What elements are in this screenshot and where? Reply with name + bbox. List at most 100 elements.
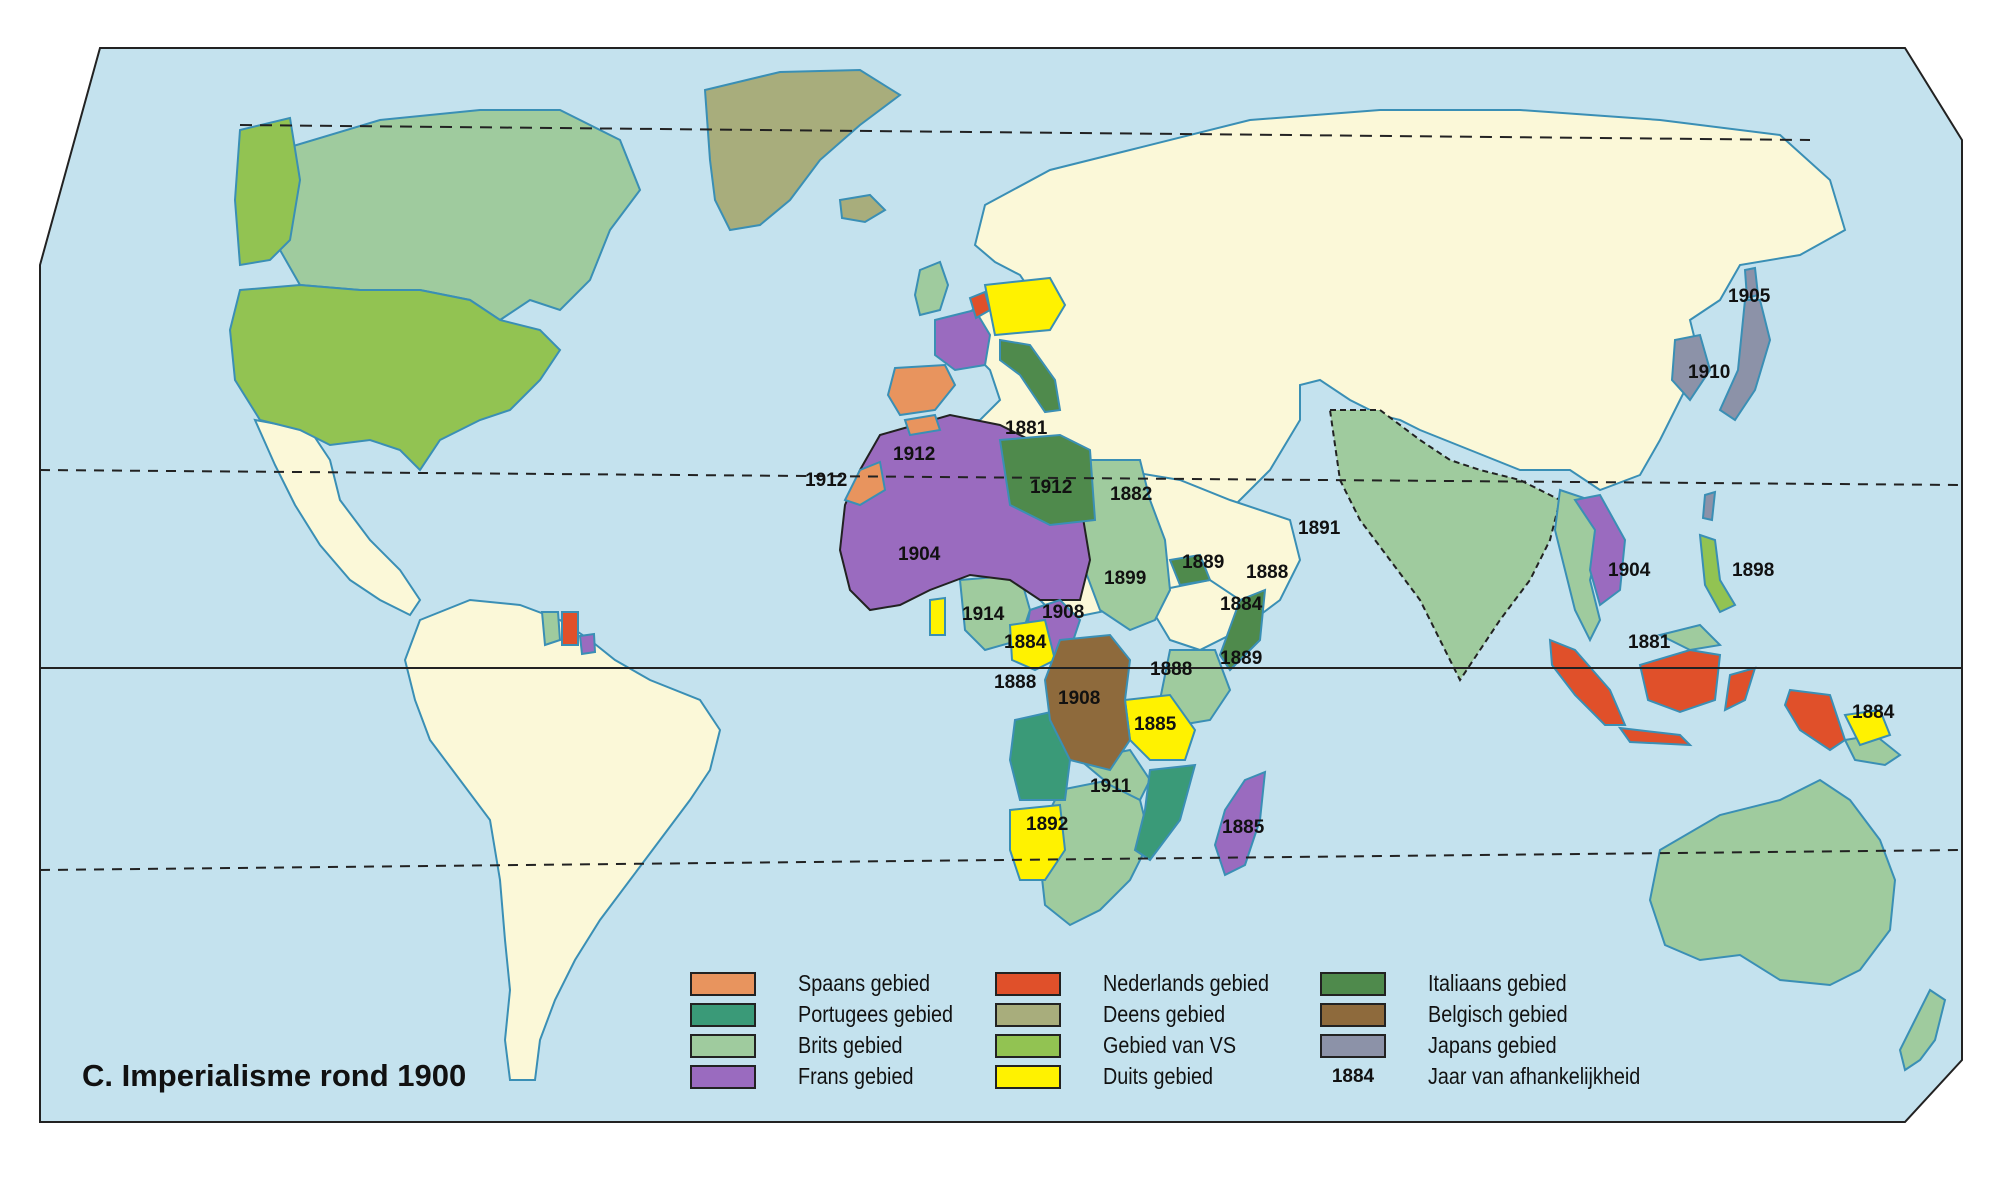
year-label: 1914 [962,604,1005,625]
borneo-dutch [1638,648,1722,714]
usa [228,283,562,472]
year-label: 1884 [1852,702,1895,723]
swatch-usa [995,1033,1061,1058]
germany [983,276,1067,337]
year-label: 1904 [898,544,941,565]
legend-item-spanish: Spaans gebied [690,968,1010,999]
legend-label: Nederlands gebied [1103,970,1270,996]
year-label: 1912 [805,470,847,491]
year-label: 1889 [1182,552,1224,573]
surinam [561,611,579,646]
map-title: C. Imperialisme rond 1900 [82,1058,467,1093]
legend-label: Italiaans gebied [1428,970,1567,996]
spanish-sahara [843,460,887,507]
year-label: 1881 [1005,418,1048,439]
year-label: 1910 [1688,362,1730,383]
mexico-land [253,418,422,617]
legend-label: Gebied van VS [1103,1032,1237,1058]
swatch-spanish [690,971,756,996]
year-label: 1892 [1026,814,1068,835]
legend-item-japanese: Japans gebied [1320,1030,1640,1061]
sakhalin-south [1743,266,1760,300]
legend-item-year: 1884 Jaar van afhankelijkheid [1320,1061,1640,1092]
legend-label: Portugees gebied [798,1001,954,1027]
new-guinea-dutch [1783,688,1847,752]
year-label: 1912 [893,444,935,465]
italian-somaliland [1218,588,1267,672]
legend-label: Japans gebied [1428,1032,1557,1058]
year-label: 1884 [1004,632,1047,653]
togo [929,596,946,636]
year-label: 1881 [1628,632,1671,653]
legend-label: Spaans gebied [798,970,930,996]
year-label: 1899 [1104,568,1146,589]
year-label: 1888 [1150,659,1192,680]
year-label: 1884 [1220,594,1263,615]
formosa [1701,490,1717,522]
british-guiana [540,611,562,647]
legend-item-italian: Italiaans gebied [1320,968,1640,999]
legend-label: Frans gebied [798,1063,914,1089]
legend-item-german: Duits gebied [995,1061,1315,1092]
legend-label: Deens gebied [1103,1001,1226,1027]
celebes [1723,666,1757,712]
swatch-british [690,1033,756,1058]
philippines [1698,533,1737,614]
india [1328,409,1562,682]
south-america-land [403,598,722,1081]
legend-label: Duits gebied [1103,1063,1213,1089]
eritrea [1168,553,1212,587]
german-sw-africa [1009,803,1067,881]
legend-column: Italiaans gebied Belgisch gebied Japans … [1320,968,1640,1092]
year-label: 1888 [1246,562,1288,583]
australia [1648,778,1897,987]
legend-item-belgian: Belgisch gebied [1320,999,1640,1030]
ethiopia-land [1153,578,1242,652]
german-new-guinea [1843,708,1892,747]
year-label: 1908 [1042,602,1084,623]
italy [999,338,1062,414]
spanish-morocco [903,413,942,437]
year-label: 1912 [1030,477,1072,498]
mozambique [1133,763,1197,862]
year-label: 1911 [1090,776,1132,797]
year-label: 1882 [1110,484,1152,505]
year-label: 1908 [1058,688,1100,709]
year-label: 1885 [1134,714,1177,735]
swatch-portuguese [690,1002,756,1027]
legend-label: Jaar van afhankelijkheid [1428,1063,1641,1089]
legend: Spaans gebied Portugees gebied Brits geb… [690,968,1650,1108]
legend-label: Belgisch gebied [1428,1001,1568,1027]
greenland [703,68,902,232]
swatch-danish [995,1002,1061,1027]
french-guiana [578,632,597,656]
year-sample: 1884 [1331,1065,1375,1087]
legend-item-french: Frans gebied [690,1061,1010,1092]
legend-item-british: Brits gebied [690,1030,1010,1061]
alaska [233,116,302,267]
swatch-dutch [995,971,1061,996]
legend-item-danish: Deens gebied [995,999,1315,1030]
sumatra [1548,638,1627,726]
indochina [1573,493,1627,607]
tropic-of-capricorn [39,849,1963,871]
cameroon [1008,618,1057,672]
legend-column: Spaans gebied Portugees gebied Brits geb… [690,968,1010,1092]
spain [886,363,957,417]
year-label: 1891 [1298,518,1341,539]
legend-item-portuguese: Portugees gebied [690,999,1010,1030]
swatch-japanese [1320,1033,1386,1058]
tropic-of-cancer [39,469,1963,486]
swatch-french [690,1064,756,1089]
legend-item-dutch: Nederlands gebied [995,968,1315,999]
java [1617,726,1693,747]
year-label: 1904 [1608,560,1651,581]
iceland [838,193,887,224]
uk [913,260,950,317]
legend-column: Nederlands gebied Deens gebied Gebied va… [995,968,1315,1092]
year-labels: 1905 1910 1881 1912 1912 1912 1882 1891 … [805,286,1895,838]
madagascar [1213,770,1267,877]
borneo-north [1657,623,1723,652]
japan [1718,299,1772,422]
swatch-belgian [1320,1002,1386,1027]
